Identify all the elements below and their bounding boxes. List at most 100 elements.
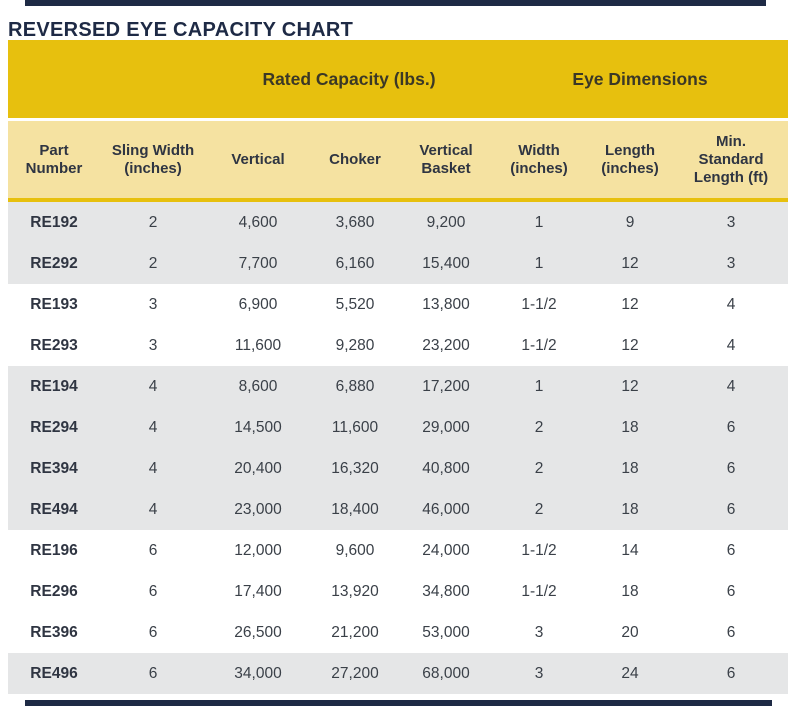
column-header-vertical-basket: Vertical Basket — [419, 141, 473, 177]
data-cell: 12,000 — [234, 541, 282, 559]
column-header-eye-width: Width (inches) — [510, 141, 568, 177]
data-cell: 6,160 — [335, 254, 375, 272]
data-cell: 21,200 — [331, 623, 379, 641]
column-header-min-standard-length: Min. Standard Length (ft) — [693, 132, 769, 186]
page-title: REVERSED EYE CAPACITY CHART — [8, 19, 354, 42]
data-cell: 12 — [621, 254, 639, 272]
data-cell: 9,280 — [335, 336, 375, 354]
part-number-cell: RE396 — [30, 623, 78, 641]
data-cell: 5,520 — [335, 295, 375, 313]
data-cell: 9,600 — [335, 541, 375, 559]
table-row: RE394 4 20,400 16,320 40,800 2 18 6 — [8, 448, 788, 489]
part-number-cell: RE296 — [30, 582, 78, 600]
data-cell: 13,800 — [422, 295, 470, 313]
data-cell: 18 — [621, 500, 639, 518]
data-cell: 17,200 — [422, 377, 470, 395]
group-header-eye-dimensions: Eye Dimensions — [572, 68, 708, 89]
table-row: RE196 6 12,000 9,600 24,000 1-1/2 14 6 — [8, 530, 788, 571]
table-body: RE192 2 4,600 3,680 9,200 1 9 3 RE292 2 7,700 6,160… — [8, 202, 788, 694]
data-cell: 34,800 — [422, 582, 470, 600]
data-cell: 2 — [534, 500, 544, 518]
data-cell: 1-1/2 — [521, 336, 557, 354]
data-cell: 11,600 — [234, 336, 282, 354]
data-cell: 27,200 — [331, 664, 379, 682]
data-cell: 17,400 — [234, 582, 282, 600]
data-cell: 16,320 — [331, 459, 379, 477]
data-cell: 6 — [726, 664, 736, 682]
data-cell: 18 — [621, 459, 639, 477]
data-cell: 4,600 — [238, 213, 278, 231]
table-group-header: Rated Capacity (lbs.) Eye Dimensions — [8, 40, 788, 118]
data-cell: 18 — [621, 582, 639, 600]
column-header-choker: Choker — [329, 150, 381, 168]
group-header-rated-capacity: Rated Capacity (lbs.) — [262, 68, 436, 89]
data-cell: 40,800 — [422, 459, 470, 477]
data-cell: 24 — [621, 664, 639, 682]
part-number-cell: RE496 — [30, 664, 78, 682]
data-cell: 23,000 — [234, 500, 282, 518]
data-cell: 1 — [534, 254, 544, 272]
data-cell: 3 — [534, 623, 544, 641]
data-cell: 6 — [726, 418, 736, 436]
data-cell: 68,000 — [422, 664, 470, 682]
data-cell: 9,200 — [426, 213, 466, 231]
data-cell: 9 — [625, 213, 635, 231]
data-cell: 12 — [621, 377, 639, 395]
data-cell: 8,600 — [238, 377, 278, 395]
data-cell: 18 — [621, 418, 639, 436]
table-row: RE192 2 4,600 3,680 9,200 1 9 3 — [8, 202, 788, 243]
data-cell: 6 — [726, 623, 736, 641]
data-cell: 1 — [534, 213, 544, 231]
data-cell: 23,200 — [422, 336, 470, 354]
part-number-cell: RE193 — [30, 295, 78, 313]
part-number-cell: RE494 — [30, 500, 78, 518]
data-cell: 4 — [726, 336, 736, 354]
data-cell: 20,400 — [234, 459, 282, 477]
data-cell: 3 — [726, 254, 736, 272]
data-cell: 6 — [726, 541, 736, 559]
table-row: RE193 3 6,900 5,520 13,800 1-1/2 12 4 — [8, 284, 788, 325]
data-cell: 4 — [148, 418, 158, 436]
data-cell: 1-1/2 — [521, 541, 557, 559]
data-cell: 13,920 — [331, 582, 379, 600]
data-cell: 4 — [148, 459, 158, 477]
column-header-part-number: Part Number — [25, 141, 83, 177]
table-row: RE293 3 11,600 9,280 23,200 1-1/2 12 4 — [8, 325, 788, 366]
data-cell: 7,700 — [238, 254, 278, 272]
table-row: RE494 4 23,000 18,400 46,000 2 18 6 — [8, 489, 788, 530]
table-row: RE194 4 8,600 6,880 17,200 1 12 4 — [8, 366, 788, 407]
data-cell: 6,900 — [238, 295, 278, 313]
data-cell: 46,000 — [422, 500, 470, 518]
data-cell: 6 — [726, 500, 736, 518]
data-cell: 1 — [534, 377, 544, 395]
data-cell: 4 — [148, 500, 158, 518]
column-header-sling-width: Sling Width (inches) — [111, 141, 195, 177]
data-cell: 53,000 — [422, 623, 470, 641]
data-cell: 18,400 — [331, 500, 379, 518]
part-number-cell: RE196 — [30, 541, 78, 559]
data-cell: 3 — [148, 336, 158, 354]
data-cell: 1-1/2 — [521, 582, 557, 600]
capacity-table: Rated Capacity (lbs.) Eye Dimensions Par… — [8, 40, 788, 694]
data-cell: 3 — [148, 295, 158, 313]
table-row: RE294 4 14,500 11,600 29,000 2 18 6 — [8, 407, 788, 448]
column-header-vertical: Vertical — [231, 150, 285, 168]
data-cell: 6 — [148, 582, 158, 600]
data-cell: 6 — [148, 541, 158, 559]
data-cell: 29,000 — [422, 418, 470, 436]
data-cell: 2 — [148, 213, 158, 231]
table-row: RE292 2 7,700 6,160 15,400 1 12 3 — [8, 243, 788, 284]
column-header-eye-length: Length (inches) — [601, 141, 659, 177]
part-number-cell: RE394 — [30, 459, 78, 477]
data-cell: 6 — [726, 582, 736, 600]
data-cell: 2 — [534, 459, 544, 477]
table-column-headers: Part Number Sling Width (inches) Vertica… — [8, 121, 788, 202]
data-cell: 20 — [621, 623, 639, 641]
table-row: RE496 6 34,000 27,200 68,000 3 24 6 — [8, 653, 788, 694]
top-accent-bar — [25, 0, 766, 6]
data-cell: 11,600 — [331, 418, 379, 436]
data-cell: 3 — [726, 213, 736, 231]
data-cell: 6 — [148, 623, 158, 641]
part-number-cell: RE192 — [30, 213, 78, 231]
data-cell: 26,500 — [234, 623, 282, 641]
